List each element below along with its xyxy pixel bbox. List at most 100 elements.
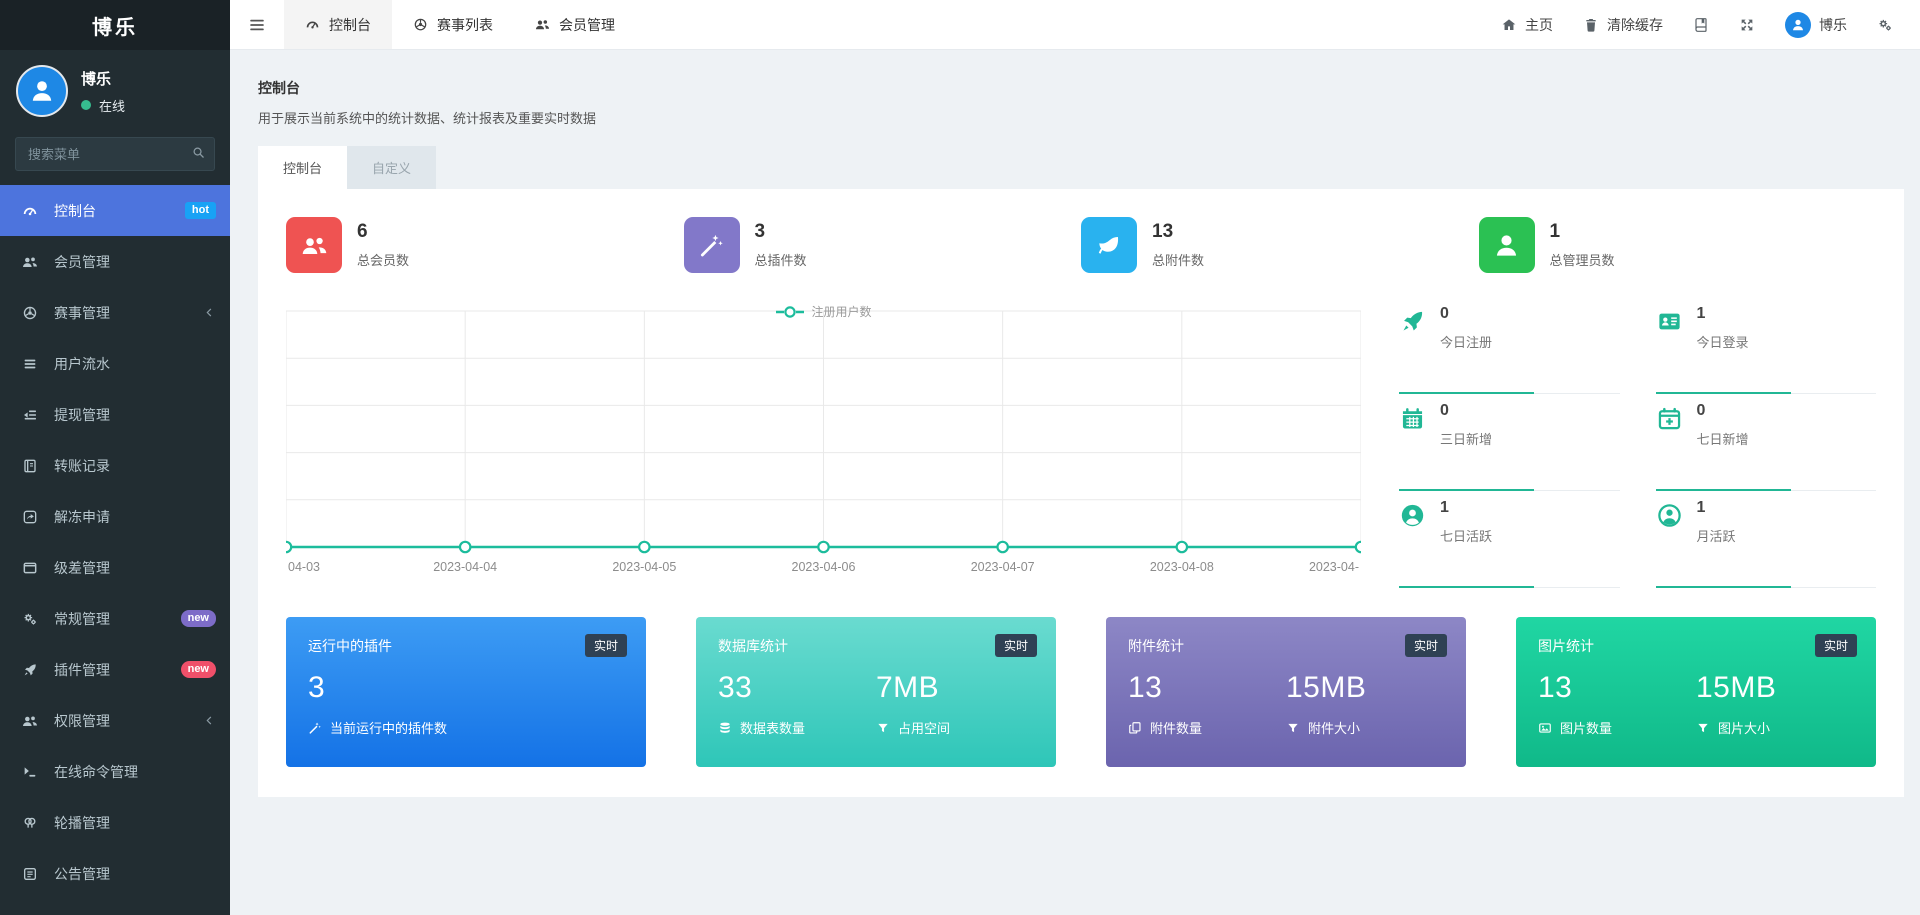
sidebar-item-command[interactable]: 在线命令管理 bbox=[0, 746, 230, 797]
calendarplus-icon bbox=[1656, 402, 1683, 448]
search-icon[interactable] bbox=[191, 145, 206, 160]
sidebar-item-addon[interactable]: 插件管理 new bbox=[0, 644, 230, 695]
user-panel: 博乐 在线 bbox=[0, 50, 230, 129]
page-tab-console[interactable]: 控制台 bbox=[258, 146, 348, 189]
page-tab-custom[interactable]: 自定义 bbox=[347, 146, 437, 189]
chevron-left-icon bbox=[203, 714, 216, 727]
database-icon bbox=[718, 721, 732, 735]
usercircleo-icon bbox=[1656, 499, 1683, 545]
realtime-badge: 实时 bbox=[584, 634, 627, 657]
sidebar-item-label: 转账记录 bbox=[54, 457, 110, 474]
svg-text:2023-04-08: 2023-04-08 bbox=[1150, 560, 1214, 574]
user-icon bbox=[29, 78, 55, 104]
sidebar-item-level[interactable]: 级差管理 bbox=[0, 542, 230, 593]
image-icon bbox=[1538, 721, 1552, 735]
docs-icon bbox=[1693, 17, 1709, 33]
nav-tab-member[interactable]: 会员管理 bbox=[514, 0, 636, 49]
sidebar-item-userflow[interactable]: 用户流水 bbox=[0, 338, 230, 389]
user-status-label: 在线 bbox=[99, 98, 126, 114]
metric: 33 数据表数量 bbox=[718, 671, 876, 737]
mini-stat-value: 1 bbox=[1696, 305, 1706, 322]
realtime-badge: 实时 bbox=[1404, 634, 1447, 657]
online-status-dot bbox=[81, 100, 91, 110]
mini-stat-value: 1 bbox=[1696, 499, 1706, 516]
nav-fullscreen[interactable] bbox=[1724, 0, 1770, 49]
users-icon bbox=[22, 254, 42, 270]
futbol-icon bbox=[413, 17, 428, 32]
mini-stat-seven-day-active: 1 七日活跃 bbox=[1399, 491, 1620, 588]
mini-stat-label: 七日活跃 bbox=[1440, 529, 1493, 544]
sidebar-item-auth[interactable]: 权限管理 bbox=[0, 695, 230, 746]
nav-item-label: 清除缓存 bbox=[1607, 16, 1663, 33]
metric-value: 13 bbox=[1538, 671, 1573, 704]
metric-label: 附件大小 bbox=[1308, 721, 1361, 736]
sidebar-item-label: 控制台 bbox=[54, 202, 96, 219]
metric-label: 附件数量 bbox=[1150, 721, 1203, 736]
sidebar-item-label: 用户流水 bbox=[54, 355, 110, 372]
line-chart-canvas: 04-03 2023-04-04 2023-04-05 2023-04-06 2023-… bbox=[286, 310, 1361, 574]
sidebar-item-notice[interactable]: 公告管理 bbox=[0, 848, 230, 899]
idcard-icon bbox=[1656, 305, 1683, 351]
sidebar: 博乐 博乐 在线 控制台 hot 会员管理赛事管理用户流水提现管理转账记录解冻申请级… bbox=[0, 0, 230, 915]
top-navbar: 控制台 赛事列表 会员管理 主页 清除缓存 博乐 bbox=[230, 0, 1920, 50]
metric-label: 数据表数量 bbox=[740, 721, 806, 736]
nav-home[interactable]: 主页 bbox=[1486, 0, 1568, 49]
app-logo[interactable]: 博乐 bbox=[0, 0, 230, 50]
sidebar-item-member[interactable]: 会员管理 bbox=[0, 236, 230, 287]
nav-tab-matchlist[interactable]: 赛事列表 bbox=[392, 0, 514, 49]
nav-settings[interactable] bbox=[1862, 0, 1908, 49]
sidebar-toggle-icon[interactable] bbox=[230, 0, 284, 49]
calendar-icon bbox=[1399, 402, 1426, 448]
home-icon bbox=[1501, 17, 1517, 33]
sidebar-item-withdraw[interactable]: 提现管理 bbox=[0, 389, 230, 440]
sidebar-item-dashboard[interactable]: 控制台 hot bbox=[0, 185, 230, 236]
avatar[interactable] bbox=[16, 65, 68, 117]
main-area: 控制台 赛事列表 会员管理 主页 清除缓存 博乐 控制台 用于展示当前系统中的统计数据、… bbox=[230, 0, 1920, 915]
nav-clearcache[interactable]: 清除缓存 bbox=[1568, 0, 1678, 49]
chart-legend[interactable]: 注册用户数 bbox=[286, 303, 1361, 320]
stat-value: 13 bbox=[1152, 221, 1174, 242]
registered-users-chart: 注册用户数 04-03 2023-04-04 2023-04-05 2023-04-0… bbox=[286, 297, 1361, 597]
nav-tab-label: 控制台 bbox=[329, 16, 371, 33]
summary-cards-row: 运行中的插件 实时 3 当前运行中的插件数 数据库统计 实时 33 数据表数量 7MB 占用空间 附… bbox=[286, 617, 1876, 767]
nav-user-name: 博乐 bbox=[1819, 16, 1847, 33]
sidebar-item-general[interactable]: 常规管理 new bbox=[0, 593, 230, 644]
filter-icon bbox=[876, 721, 890, 735]
stat-value: 3 bbox=[754, 221, 766, 242]
gears-icon bbox=[22, 611, 42, 627]
svg-text:2023-04-: 2023-04- bbox=[1309, 560, 1359, 574]
search-input[interactable] bbox=[15, 137, 215, 171]
nav-tab-dashboard[interactable]: 控制台 bbox=[284, 0, 392, 49]
metric-value: 15MB bbox=[1286, 671, 1367, 704]
window-icon bbox=[22, 560, 42, 576]
metric-value: 15MB bbox=[1696, 671, 1777, 704]
top-stats-row: 6 总会员数 3 总插件数 13 总附件数 1 总管理员数 bbox=[286, 217, 1876, 273]
dashboard-icon bbox=[305, 17, 320, 32]
sidebar-item-label: 轮播管理 bbox=[54, 814, 110, 831]
summary-card-title: 图片统计 bbox=[1538, 638, 1594, 654]
carousel-icon bbox=[22, 815, 42, 831]
nav-profile[interactable]: 博乐 bbox=[1770, 0, 1862, 49]
sidebar-item-unfreeze[interactable]: 解冻申请 bbox=[0, 491, 230, 542]
sidebar-item-transfer[interactable]: 转账记录 bbox=[0, 440, 230, 491]
metric: 13 附件数量 bbox=[1128, 671, 1286, 737]
stat-label: 总管理员数 bbox=[1549, 253, 1615, 268]
middle-row: 注册用户数 04-03 2023-04-04 2023-04-05 2023-04-0… bbox=[286, 297, 1876, 597]
nav-tab-label: 会员管理 bbox=[559, 16, 615, 33]
mini-stat-today-login: 1 今日登录 bbox=[1655, 297, 1877, 394]
stat-value: 6 bbox=[357, 221, 368, 242]
content: 控制台 用于展示当前系统中的统计数据、统计报表及重要实时数据 控制台 自定义 6 总… bbox=[230, 50, 1920, 915]
nav-docs[interactable] bbox=[1678, 0, 1724, 49]
nav-tab-label: 赛事列表 bbox=[437, 16, 493, 33]
svg-text:04-03: 04-03 bbox=[288, 560, 320, 574]
svg-text:2023-04-07: 2023-04-07 bbox=[971, 560, 1035, 574]
magic-icon bbox=[308, 721, 322, 735]
metric-label: 当前运行中的插件数 bbox=[330, 721, 448, 736]
mini-stat-value: 0 bbox=[1440, 402, 1449, 419]
svg-text:2023-04-05: 2023-04-05 bbox=[612, 560, 676, 574]
metric-label: 图片大小 bbox=[1718, 721, 1771, 736]
metric-value: 13 bbox=[1128, 671, 1163, 704]
sidebar-item-carousel[interactable]: 轮播管理 bbox=[0, 797, 230, 848]
sidebar-item-match[interactable]: 赛事管理 bbox=[0, 287, 230, 338]
mini-stat-label: 月活跃 bbox=[1696, 529, 1736, 544]
